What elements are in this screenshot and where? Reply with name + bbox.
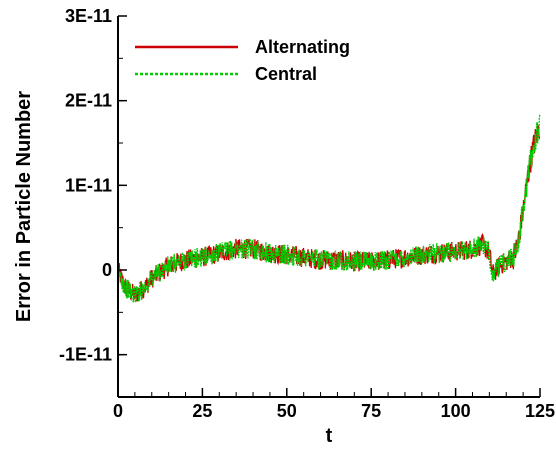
- axes: -1E-11 0 1E-11 2E-11 3E-11 0 25 50 75 100 125: [59, 6, 555, 421]
- y-tick-label: 2E-11: [65, 91, 112, 111]
- series-line-central: [117, 114, 541, 304]
- x-tick-label: 50: [277, 401, 297, 421]
- x-axis-title: t: [326, 425, 333, 447]
- y-tick-label: 3E-11: [65, 6, 112, 26]
- legend: Alternating Central: [135, 37, 350, 84]
- y-tick-label: 1E-11: [65, 175, 112, 195]
- x-tick-label: 25: [192, 401, 212, 421]
- legend-label-alternating: Alternating: [255, 37, 350, 57]
- legend-label-central: Central: [255, 64, 317, 84]
- x-tick-label: 0: [113, 401, 123, 421]
- x-tick-label: 75: [361, 401, 381, 421]
- x-tick-label: 100: [441, 401, 471, 421]
- plot-area: [117, 114, 541, 304]
- x-tick-label: 125: [525, 401, 555, 421]
- y-tick-label: -1E-11: [59, 345, 112, 365]
- y-tick-label: 0: [102, 260, 112, 280]
- y-axis-title: Error in Particle Number: [13, 91, 35, 322]
- series-line-alternating: [117, 123, 541, 302]
